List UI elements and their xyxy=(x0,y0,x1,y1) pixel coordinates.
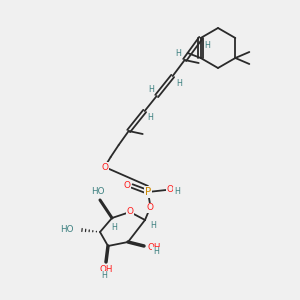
Text: H: H xyxy=(148,112,154,122)
Text: O: O xyxy=(127,208,134,217)
Text: HO: HO xyxy=(91,188,105,196)
Text: O: O xyxy=(146,203,154,212)
Text: H: H xyxy=(149,85,155,94)
Text: H: H xyxy=(177,79,183,88)
Text: H: H xyxy=(111,224,117,232)
Text: OH: OH xyxy=(148,244,161,253)
Text: O: O xyxy=(101,163,108,172)
Text: HO: HO xyxy=(61,226,74,235)
Text: H: H xyxy=(205,41,211,50)
Text: H: H xyxy=(153,248,159,256)
Text: H: H xyxy=(101,272,107,280)
Text: H: H xyxy=(174,188,180,196)
Text: O: O xyxy=(124,182,130,190)
Text: P: P xyxy=(145,187,151,197)
Text: H: H xyxy=(176,49,182,58)
Text: H: H xyxy=(150,220,156,230)
Text: OH: OH xyxy=(99,266,113,274)
Text: O: O xyxy=(167,185,173,194)
